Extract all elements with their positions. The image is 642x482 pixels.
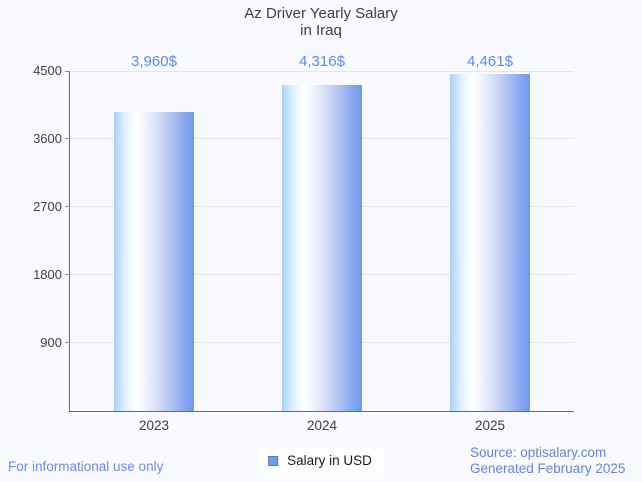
generated-date: Generated February 2025 [470,461,626,476]
x-axis-label-2025: 2025 [474,418,506,433]
y-tick-1800 [65,274,70,275]
x-axis-label-2024: 2024 [306,418,338,433]
chart-title: Az Driver Yearly Salary in Iraq [0,5,642,39]
source-link[interactable]: Source: optisalary.com [470,445,607,460]
y-tick-4500 [65,71,70,72]
y-axis-label-1800: 1800 [33,267,62,282]
gridline-4500 [70,71,574,72]
value-label-2024: 4,316$ [299,53,345,70]
chart-title-line2: in Iraq [300,22,342,39]
x-axis-label-2023: 2023 [138,418,170,433]
bar-2025[interactable] [450,73,530,411]
bar-2024[interactable] [282,84,362,411]
y-axis-label-2700: 2700 [33,199,62,214]
legend[interactable]: Salary in USD [258,449,384,473]
plot-area: 3,960$ 2023 4,316$ 2024 4,461$ 2025 [65,54,574,433]
value-label-2023: 3,960$ [131,53,177,70]
value-label-2025: 4,461$ [467,53,513,70]
y-tick-3600 [65,138,70,139]
y-axis-label-900: 900 [40,335,62,350]
bar-2023[interactable] [114,111,194,411]
source-block: Source: optisalary.com Generated Februar… [470,445,625,477]
legend-label: Salary in USD [287,453,372,468]
y-axis-label-4500: 4500 [33,63,62,78]
y-tick-2700 [65,206,70,207]
y-tick-900 [65,342,70,343]
footer-note: For informational use only [8,459,164,474]
legend-swatch-icon [268,455,279,466]
y-axis-label-3600: 3600 [33,131,62,146]
chart-title-line1: Az Driver Yearly Salary [244,5,398,22]
